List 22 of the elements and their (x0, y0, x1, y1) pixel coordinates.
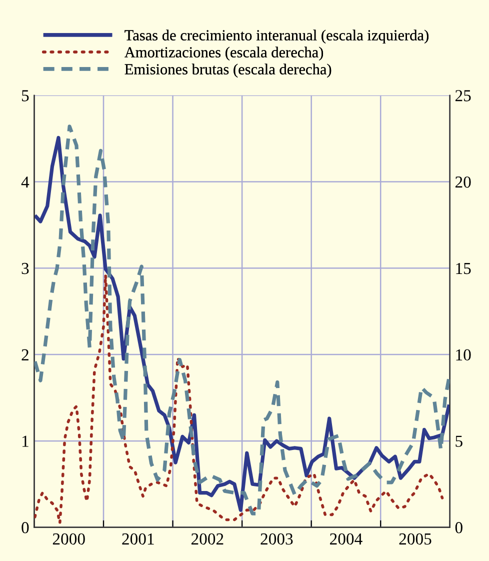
y2-tick-label: 20 (455, 176, 471, 188)
y2-tick-label: 15 (456, 262, 471, 274)
y-tick-label: 5 (22, 90, 29, 102)
legend-label: Emisiones brutas (escala derecha) (124, 64, 332, 78)
legend-label: Tasas de crecimiento interanual (escala izquierda) (124, 30, 428, 44)
y2-tick-label: 5 (456, 436, 462, 447)
x-tick-label: 2003 (260, 533, 293, 545)
line-series (34, 274, 444, 524)
x-tick-label: 2000 (52, 533, 85, 545)
y2-tick-label: 0 (455, 522, 462, 534)
x-tick-label: 2005 (399, 533, 432, 545)
y2-tick-label: 25 (455, 90, 471, 102)
y2-tick-label: 10 (456, 349, 471, 360)
x-tick-label: 2004 (330, 533, 362, 545)
y-tick-label: 4 (21, 176, 30, 188)
y-tick-label: 3 (22, 262, 29, 274)
y-tick-label: 1 (22, 436, 28, 447)
y-tick-label: 2 (22, 349, 28, 360)
x-tick-label: 2001 (122, 533, 154, 545)
legend-label: Amortizaciones (escala derecha) (124, 46, 324, 61)
x-tick-label: 2002 (191, 533, 224, 545)
y-tick-label: 0 (22, 522, 29, 534)
